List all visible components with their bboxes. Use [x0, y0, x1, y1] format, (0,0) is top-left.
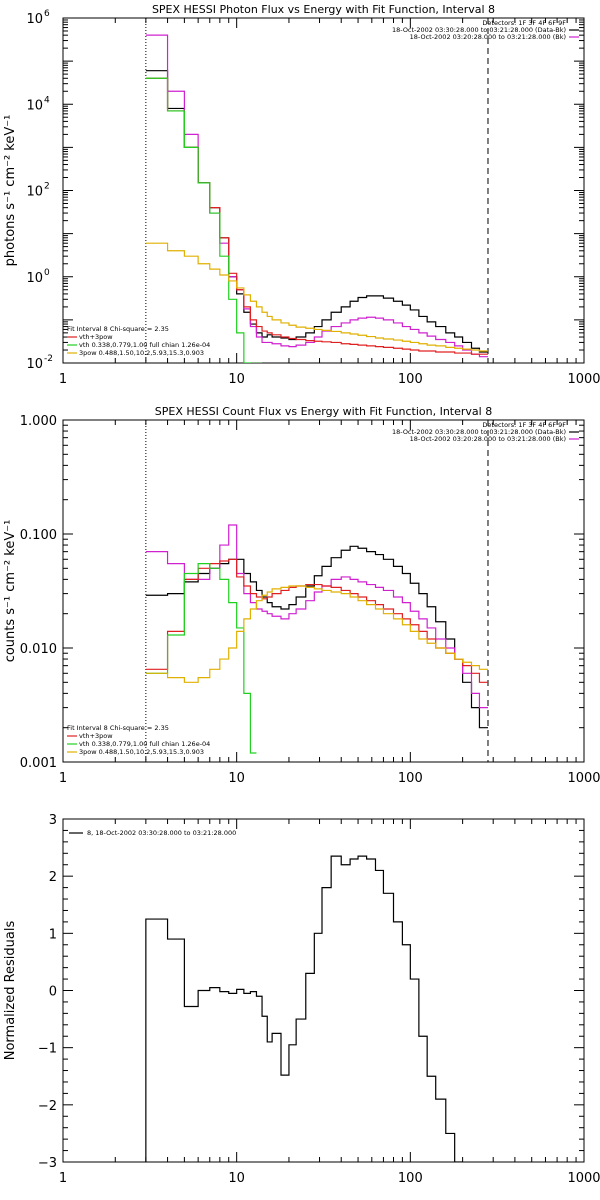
y-axis-label: counts s⁻¹ cm⁻² keV⁻¹: [3, 520, 18, 663]
y-tick-exponent: 4: [44, 95, 50, 105]
y-tick-label: 0.010: [20, 642, 57, 657]
chart-title: SPEX HESSI Count Flux vs Energy with Fit…: [155, 405, 492, 418]
y-tick-label: 10: [26, 98, 43, 113]
y-tick-label: 10: [26, 185, 43, 200]
x-tick-label: 1: [59, 771, 67, 786]
x-tick-label: 100: [398, 1171, 423, 1186]
y-tick-label: −3: [38, 1156, 57, 1171]
legend-text: vth+3pow: [79, 732, 113, 740]
y-tick-label: −2: [38, 1099, 57, 1114]
x-tick-label: 10: [228, 1171, 245, 1186]
y-tick-label: 0.100: [20, 528, 57, 543]
plot-frame: [62, 419, 585, 763]
y-tick-label: 3: [49, 813, 57, 828]
series-line-1: [145, 34, 488, 358]
y-tick-label: 0: [49, 985, 57, 1000]
y-tick-label: 10: [26, 271, 43, 286]
legend-text: 18-Oct-2002 03:20:28.000 to 03:21:28.000…: [410, 33, 566, 41]
x-tick-label: 1000: [567, 372, 600, 387]
legend-text: Detectors: 1F 3F 4F 6F 9F: [482, 19, 566, 27]
y-tick-label: 0.001: [20, 756, 57, 771]
y-tick-label: 1: [49, 927, 57, 942]
photon-flux-panel: SPEX HESSI Photon Flux vs Energy with Fi…: [3, 3, 600, 387]
legend-text: Fit Interval 8 Chi-square = 2.35: [67, 325, 169, 333]
y-tick-label: 10: [26, 357, 43, 372]
x-tick-label: 100: [398, 372, 423, 387]
series-group: [145, 855, 463, 1162]
series-line-0: [145, 855, 463, 1162]
series-group: [145, 524, 488, 754]
plot-frame: [62, 818, 585, 1163]
y-tick-label: 1.000: [20, 414, 57, 429]
series-line-0: [145, 70, 488, 353]
series-line-4: [145, 242, 488, 352]
y-tick-exponent: 6: [44, 9, 50, 19]
legend-text: Fit Interval 8 Chi-square = 2.35: [67, 724, 169, 732]
chart-title: SPEX HESSI Photon Flux vs Energy with Fi…: [152, 3, 495, 16]
x-tick-label: 1: [59, 372, 67, 387]
y-tick-label: 10: [26, 12, 43, 27]
legend-text: 18-Oct-2002 03:20:28.000 to 03:21:28.000…: [410, 435, 566, 443]
x-tick-label: 1: [59, 1171, 67, 1186]
series-line-2: [145, 558, 488, 683]
legend-text: 3pow 0.488,1.50,10.2,5.93,15.3,0.903: [79, 748, 204, 756]
y-tick-exponent: 2: [44, 182, 50, 192]
y-axis-label: photons s⁻¹ cm⁻² keV⁻¹: [3, 115, 18, 267]
x-tick-label: 100: [398, 771, 423, 786]
series-line-3: [145, 77, 263, 363]
y-tick-exponent: 0: [44, 268, 50, 278]
legend-text: 3pow 0.488,1.50,10.2,5.93,15.3,0.903: [79, 349, 204, 357]
y-tick-exponent: -2: [44, 354, 53, 364]
x-tick-label: 1000: [567, 771, 600, 786]
count-flux-panel: SPEX HESSI Count Flux vs Energy with Fit…: [3, 405, 600, 786]
series-line-2: [145, 77, 488, 355]
x-tick-label: 10: [228, 771, 245, 786]
legend-text: vth 0.338,0.779,1.00 full chian 1.26e-04: [79, 341, 210, 349]
x-tick-label: 1000: [567, 1171, 600, 1186]
legend-text: Detectors: 1F 3F 4F 6F 9F: [482, 421, 566, 429]
y-axis-label: Normalized Residuals: [3, 921, 18, 1061]
legend-text: vth 0.338,0.779,1.00 full chian 1.26e-04: [79, 740, 210, 748]
x-tick-label: 10: [228, 372, 245, 387]
series-line-1: [145, 524, 488, 709]
legend-text: vth+3pow: [79, 333, 113, 341]
y-tick-label: −1: [38, 1042, 57, 1057]
legend-text: 18-Oct-2002 03:30:28.000 to 03:21:28.000…: [392, 428, 566, 436]
plot-frame: [62, 17, 585, 364]
series-group: [145, 34, 488, 363]
series-line-4: [145, 585, 488, 683]
legend-text: 18-Oct-2002 03:30:28.000 to 03:21:28.000…: [392, 26, 566, 34]
y-tick-label: 2: [49, 870, 57, 885]
legend-text: 8, 18-Oct-2002 03:30:28.000 to 03:21:28.…: [87, 829, 236, 837]
series-line-3: [145, 562, 257, 754]
